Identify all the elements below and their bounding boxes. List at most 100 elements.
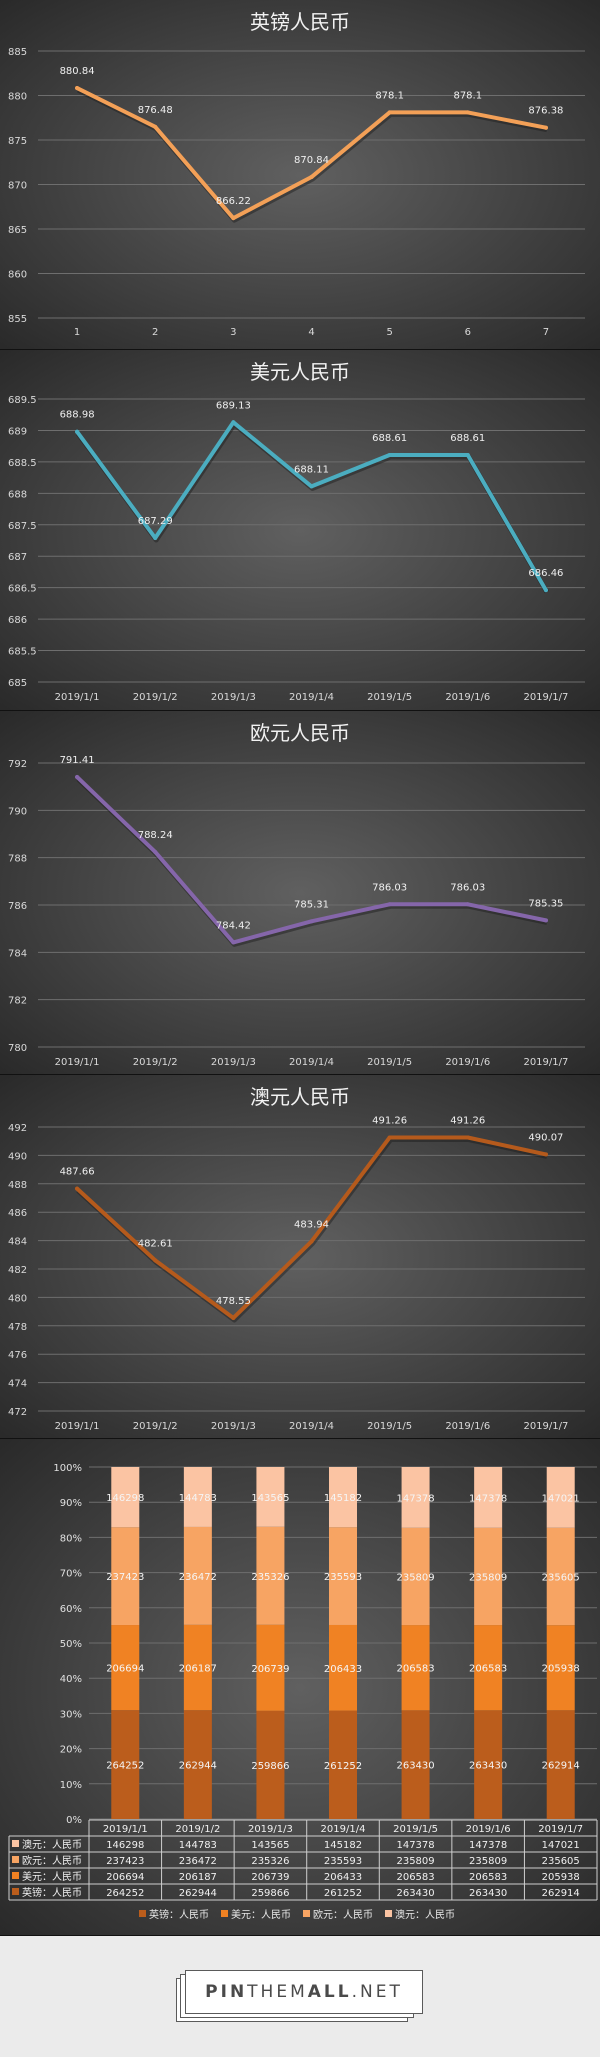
data-label: 788.24 (138, 830, 173, 841)
y-tick-label: 880 (8, 92, 27, 103)
bar-value-label: 206583 (469, 1664, 507, 1675)
data-point (75, 774, 80, 779)
data-label: 482.61 (138, 1238, 173, 1249)
data-point (153, 849, 158, 854)
x-tick-label: 2019/1/2 (133, 692, 178, 703)
legend-label: 澳元：人民币 (395, 1908, 455, 1921)
x-tick-label: 6 (465, 327, 471, 338)
table-legend-key (12, 1840, 19, 1847)
x-tick-label: 2019/1/3 (211, 1421, 256, 1432)
pinthemall-logo[interactable]: PINTHEMALL.NET (176, 1970, 424, 2024)
data-point (75, 86, 80, 91)
y-tick-label: 792 (8, 759, 27, 770)
x-tick-label: 2019/1/6 (445, 1421, 490, 1432)
table-cell: 147378 (469, 1840, 507, 1851)
bar-value-label: 206433 (324, 1664, 362, 1675)
data-point (75, 429, 80, 434)
data-point (387, 110, 392, 115)
data-label: 689.13 (216, 400, 251, 411)
stacked-bar-segment (111, 1467, 140, 1528)
y-tick-label: 20% (60, 1745, 82, 1756)
data-label: 688.98 (60, 410, 95, 421)
stacked-bar-segment (546, 1467, 575, 1528)
y-tick-label: 685 (8, 678, 27, 689)
table-cell: 143565 (251, 1840, 289, 1851)
data-point (543, 125, 548, 130)
y-tick-label: 486 (8, 1208, 27, 1219)
data-point (543, 588, 548, 593)
aud-cny-chart-canvas: 澳元人民币 472 474 476 478 480 482 484 486 488 490 492 20… (0, 1075, 600, 1439)
table-legend-key (12, 1872, 19, 1879)
stacked-bar-segment (401, 1467, 430, 1528)
table-cell: 259866 (251, 1888, 289, 1899)
stacked-bar-segment (474, 1625, 503, 1711)
y-tick-label: 687 (8, 552, 27, 563)
y-tick-label: 686 (8, 615, 27, 626)
stacked-bar-segment (183, 1467, 212, 1527)
stacked-bar-segment (111, 1527, 140, 1626)
table-cell: 262914 (542, 1888, 580, 1899)
stacked-bar-segment (474, 1467, 503, 1528)
legend-marker (221, 1910, 228, 1917)
stacked-bar-segment (546, 1527, 575, 1626)
stacked-bar-segment (474, 1710, 503, 1819)
x-tick-label: 2 (152, 327, 158, 338)
chart-title: 美元人民币 (250, 360, 350, 384)
x-tick-label: 2019/1/4 (289, 692, 334, 703)
y-tick-label: 855 (8, 314, 27, 325)
bar-value-label: 206739 (251, 1664, 289, 1675)
table-cell: 235593 (324, 1856, 362, 1867)
table-cell: 146298 (106, 1840, 144, 1851)
bar-value-label: 262914 (542, 1761, 580, 1772)
table-cell: 235809 (469, 1856, 507, 1867)
gbp-cny-line-chart: 英镑人民币 855 860 865 870 875 880 885 1 2 3 4 5 6 7 880.84 8… (0, 0, 600, 350)
x-tick-label: 2019/1/1 (55, 1057, 100, 1068)
y-tick-label: 70% (60, 1569, 82, 1580)
bar-value-label: 263430 (469, 1761, 507, 1772)
gbp-cny-chart-canvas: 英镑人民币 855 860 865 870 875 880 885 1 2 3 4 5 6 7 880.84 8… (0, 0, 600, 350)
table-cell: 145182 (324, 1840, 362, 1851)
bar-value-label: 144783 (179, 1493, 217, 1504)
y-tick-label: 478 (8, 1322, 27, 1333)
bar-value-label: 147378 (396, 1493, 434, 1504)
data-label: 878.1 (375, 90, 404, 101)
table-legend-key (12, 1888, 19, 1895)
y-tick-label: 870 (8, 181, 27, 192)
stacked-bar-segment (401, 1625, 430, 1711)
data-point (231, 1315, 236, 1320)
data-point (309, 1239, 314, 1244)
data-point (153, 1258, 158, 1263)
data-point (387, 1135, 392, 1140)
stacked-bar-segment (111, 1625, 140, 1711)
data-label: 880.84 (60, 66, 95, 77)
data-label: 866.22 (216, 196, 251, 207)
y-tick-label: 100% (53, 1463, 82, 1474)
x-tick-label: 1 (74, 327, 80, 338)
chart-title: 澳元人民币 (250, 1085, 350, 1109)
table-cell: 261252 (324, 1888, 362, 1899)
bar-value-label: 235593 (324, 1572, 362, 1583)
table-cell: 205938 (542, 1872, 580, 1883)
y-tick-label: 885 (8, 47, 27, 58)
bar-value-label: 263430 (396, 1761, 434, 1772)
stacked-bar-segment (183, 1624, 212, 1711)
y-tick-label: 686.5 (8, 584, 37, 595)
y-tick-label: 788 (8, 854, 27, 865)
bar-value-label: 206187 (179, 1663, 217, 1674)
x-tick-label: 2019/1/2 (133, 1421, 178, 1432)
stacked-bar-segment (111, 1710, 140, 1819)
table-header-cell: 2019/1/1 (103, 1824, 148, 1835)
y-tick-label: 689.5 (8, 395, 37, 406)
watermark-footer: PINTHEMALL.NET (0, 1936, 600, 2057)
table-cell: 144783 (179, 1840, 217, 1851)
table-header-cell: 2019/1/3 (248, 1824, 293, 1835)
table-cell: 147021 (542, 1840, 580, 1851)
bar-value-label: 264252 (106, 1761, 144, 1772)
y-tick-label: 0% (66, 1815, 82, 1826)
bar-value-label: 206694 (106, 1664, 144, 1675)
data-label: 491.26 (372, 1116, 407, 1127)
bar-value-label: 147378 (469, 1493, 507, 1504)
table-cell: 263430 (469, 1888, 507, 1899)
stacked-bar-segment (401, 1710, 430, 1819)
legend-label: 欧元：人民币 (313, 1909, 373, 1921)
